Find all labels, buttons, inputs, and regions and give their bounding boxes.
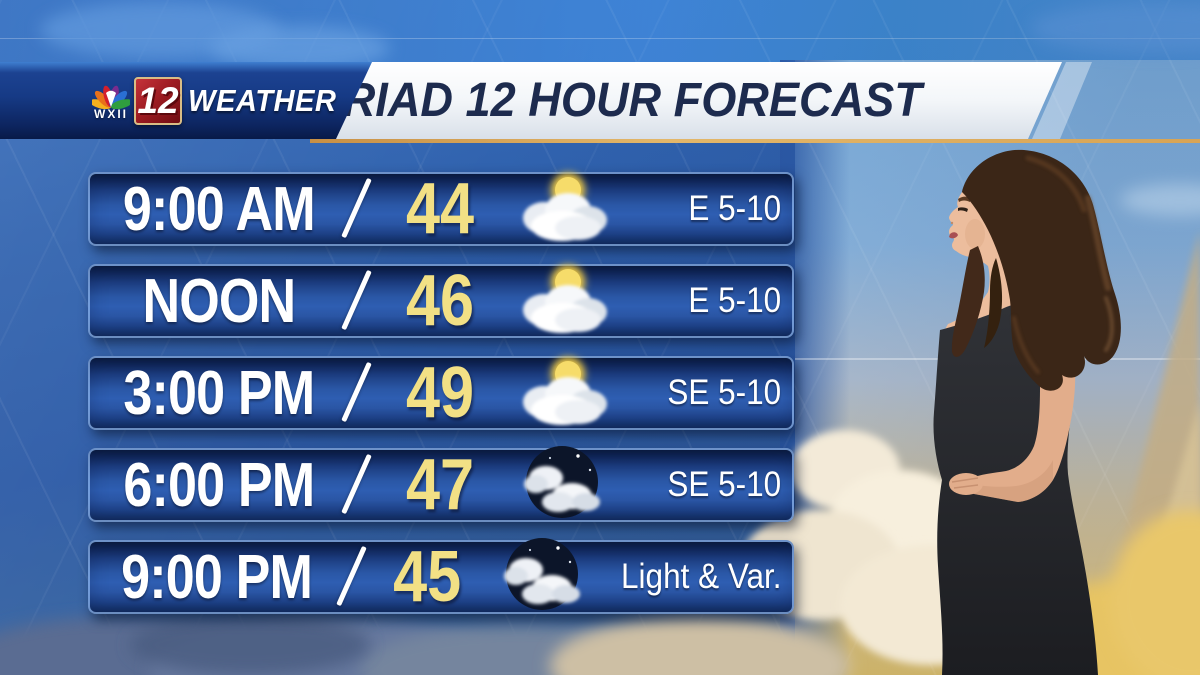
- time-label: 3:00 PM: [123, 358, 315, 428]
- condition-icon-box: [484, 538, 602, 614]
- sun-cloud-icon: [523, 265, 607, 333]
- weather-wordmark: WEATHER: [188, 82, 337, 118]
- forecast-row: 6:00 PM 47: [88, 445, 794, 525]
- slash-divider: [336, 264, 376, 338]
- wind-label: SE 5-10: [667, 465, 782, 504]
- moon-cloud-icon: [524, 446, 600, 518]
- sun-cloud-icon: [523, 357, 607, 425]
- channel-12-badge: 12: [134, 76, 182, 125]
- weather-anchor: [933, 149, 1121, 675]
- wind-label: E 5-10: [688, 189, 782, 228]
- time-label: 9:00 PM: [121, 542, 313, 612]
- nbc-peacock-icon: [92, 85, 130, 109]
- temperature-value: 45: [393, 537, 462, 617]
- condition-icon-box: [504, 264, 622, 338]
- station-call-letters: WXII: [94, 106, 128, 121]
- temperature-value: 44: [405, 169, 475, 249]
- backdrop-accent-line: [310, 139, 1200, 143]
- station-brand-panel: WXII 12 WEATHER: [0, 62, 372, 139]
- forecast-row: 9:00 AM 44: [88, 172, 794, 246]
- forecast-row: 3:00 PM 49: [88, 356, 794, 430]
- temperature-value: 47: [405, 445, 475, 525]
- slash-divider: [336, 356, 376, 430]
- slash-divider: [336, 448, 376, 522]
- forecast-title: TRIAD 12 HOUR FORECAST: [315, 74, 923, 127]
- time-label: NOON: [142, 266, 296, 336]
- wind-label: Light & Var.: [620, 557, 782, 596]
- channel-number: 12: [137, 80, 179, 121]
- condition-icon-box: [504, 356, 622, 430]
- wind-label: SE 5-10: [667, 373, 782, 412]
- forecast-title-panel: TRIAD 12 HOUR FORECAST: [310, 62, 1062, 139]
- wind-label: E 5-10: [688, 281, 782, 320]
- condition-icon-box: [504, 172, 622, 246]
- station-logo-block: WXII: [92, 81, 130, 121]
- header-bar: TRIAD 12 HOUR FORECAST WXII: [0, 62, 1200, 139]
- forecast-row: 9:00 PM 45: [88, 537, 794, 617]
- moon-cloud-icon: [503, 538, 580, 610]
- forecast-row: NOON 46: [88, 264, 794, 338]
- sun-cloud-icon: [523, 173, 607, 241]
- slash-divider: [336, 172, 376, 246]
- station-logo-group: WXII 12 WEATHER: [92, 76, 346, 125]
- time-label: 9:00 AM: [122, 174, 316, 244]
- temperature-value: 49: [405, 353, 475, 433]
- time-label: 6:00 PM: [123, 450, 315, 520]
- condition-icon-box: [504, 446, 622, 522]
- temperature-value: 46: [405, 261, 475, 341]
- slash-divider: [331, 540, 371, 614]
